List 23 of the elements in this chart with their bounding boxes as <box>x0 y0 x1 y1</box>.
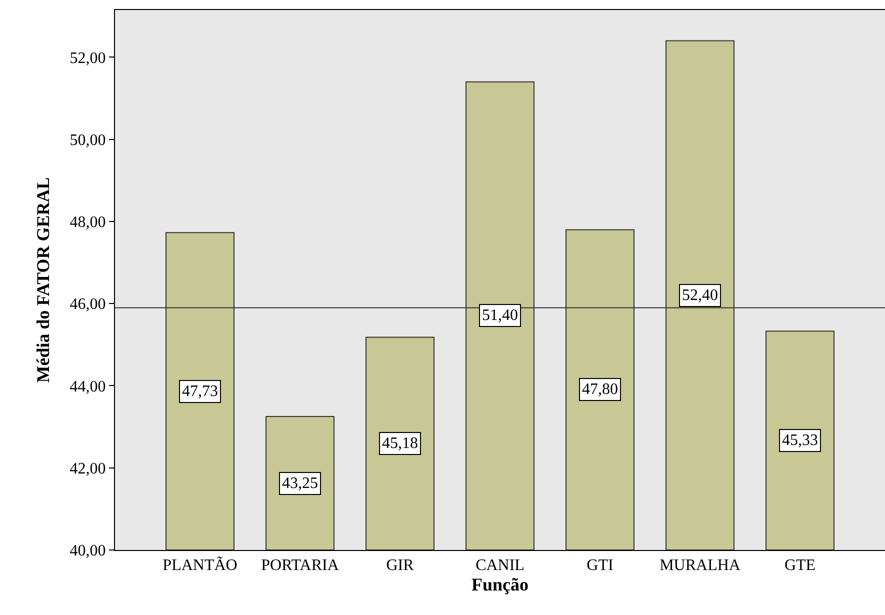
y-tick-label: 52,00 <box>70 50 106 67</box>
x-tick-label: MURALHA <box>660 557 741 574</box>
x-tick-label: GTE <box>784 557 816 574</box>
y-tick-label: 42,00 <box>70 460 106 478</box>
data-label: 43,25 <box>282 475 318 492</box>
y-tick-label: 48,00 <box>70 214 106 232</box>
x-tick-label: CANIL <box>476 557 524 574</box>
x-axis-title: Função <box>471 574 529 594</box>
data-label: 45,18 <box>382 435 418 452</box>
data-label: 52,40 <box>682 287 718 304</box>
x-tick-label: PLANTÃO <box>162 556 238 574</box>
y-tick-label: 50,00 <box>70 132 106 149</box>
x-tick-label: PORTARIA <box>261 557 340 574</box>
x-tick-label: GIR <box>386 557 414 574</box>
data-label: 45,33 <box>782 432 818 449</box>
y-tick-label: 40,00 <box>70 542 106 560</box>
data-label: 47,73 <box>182 383 218 400</box>
data-label: 47,80 <box>582 381 618 398</box>
data-label: 51,40 <box>482 307 518 324</box>
y-axis-title: Média do FATOR GERAL <box>33 177 53 383</box>
x-tick-label: GTI <box>586 557 614 574</box>
y-tick-label: 46,00 <box>70 296 106 314</box>
y-tick-label: 44,00 <box>70 378 106 396</box>
